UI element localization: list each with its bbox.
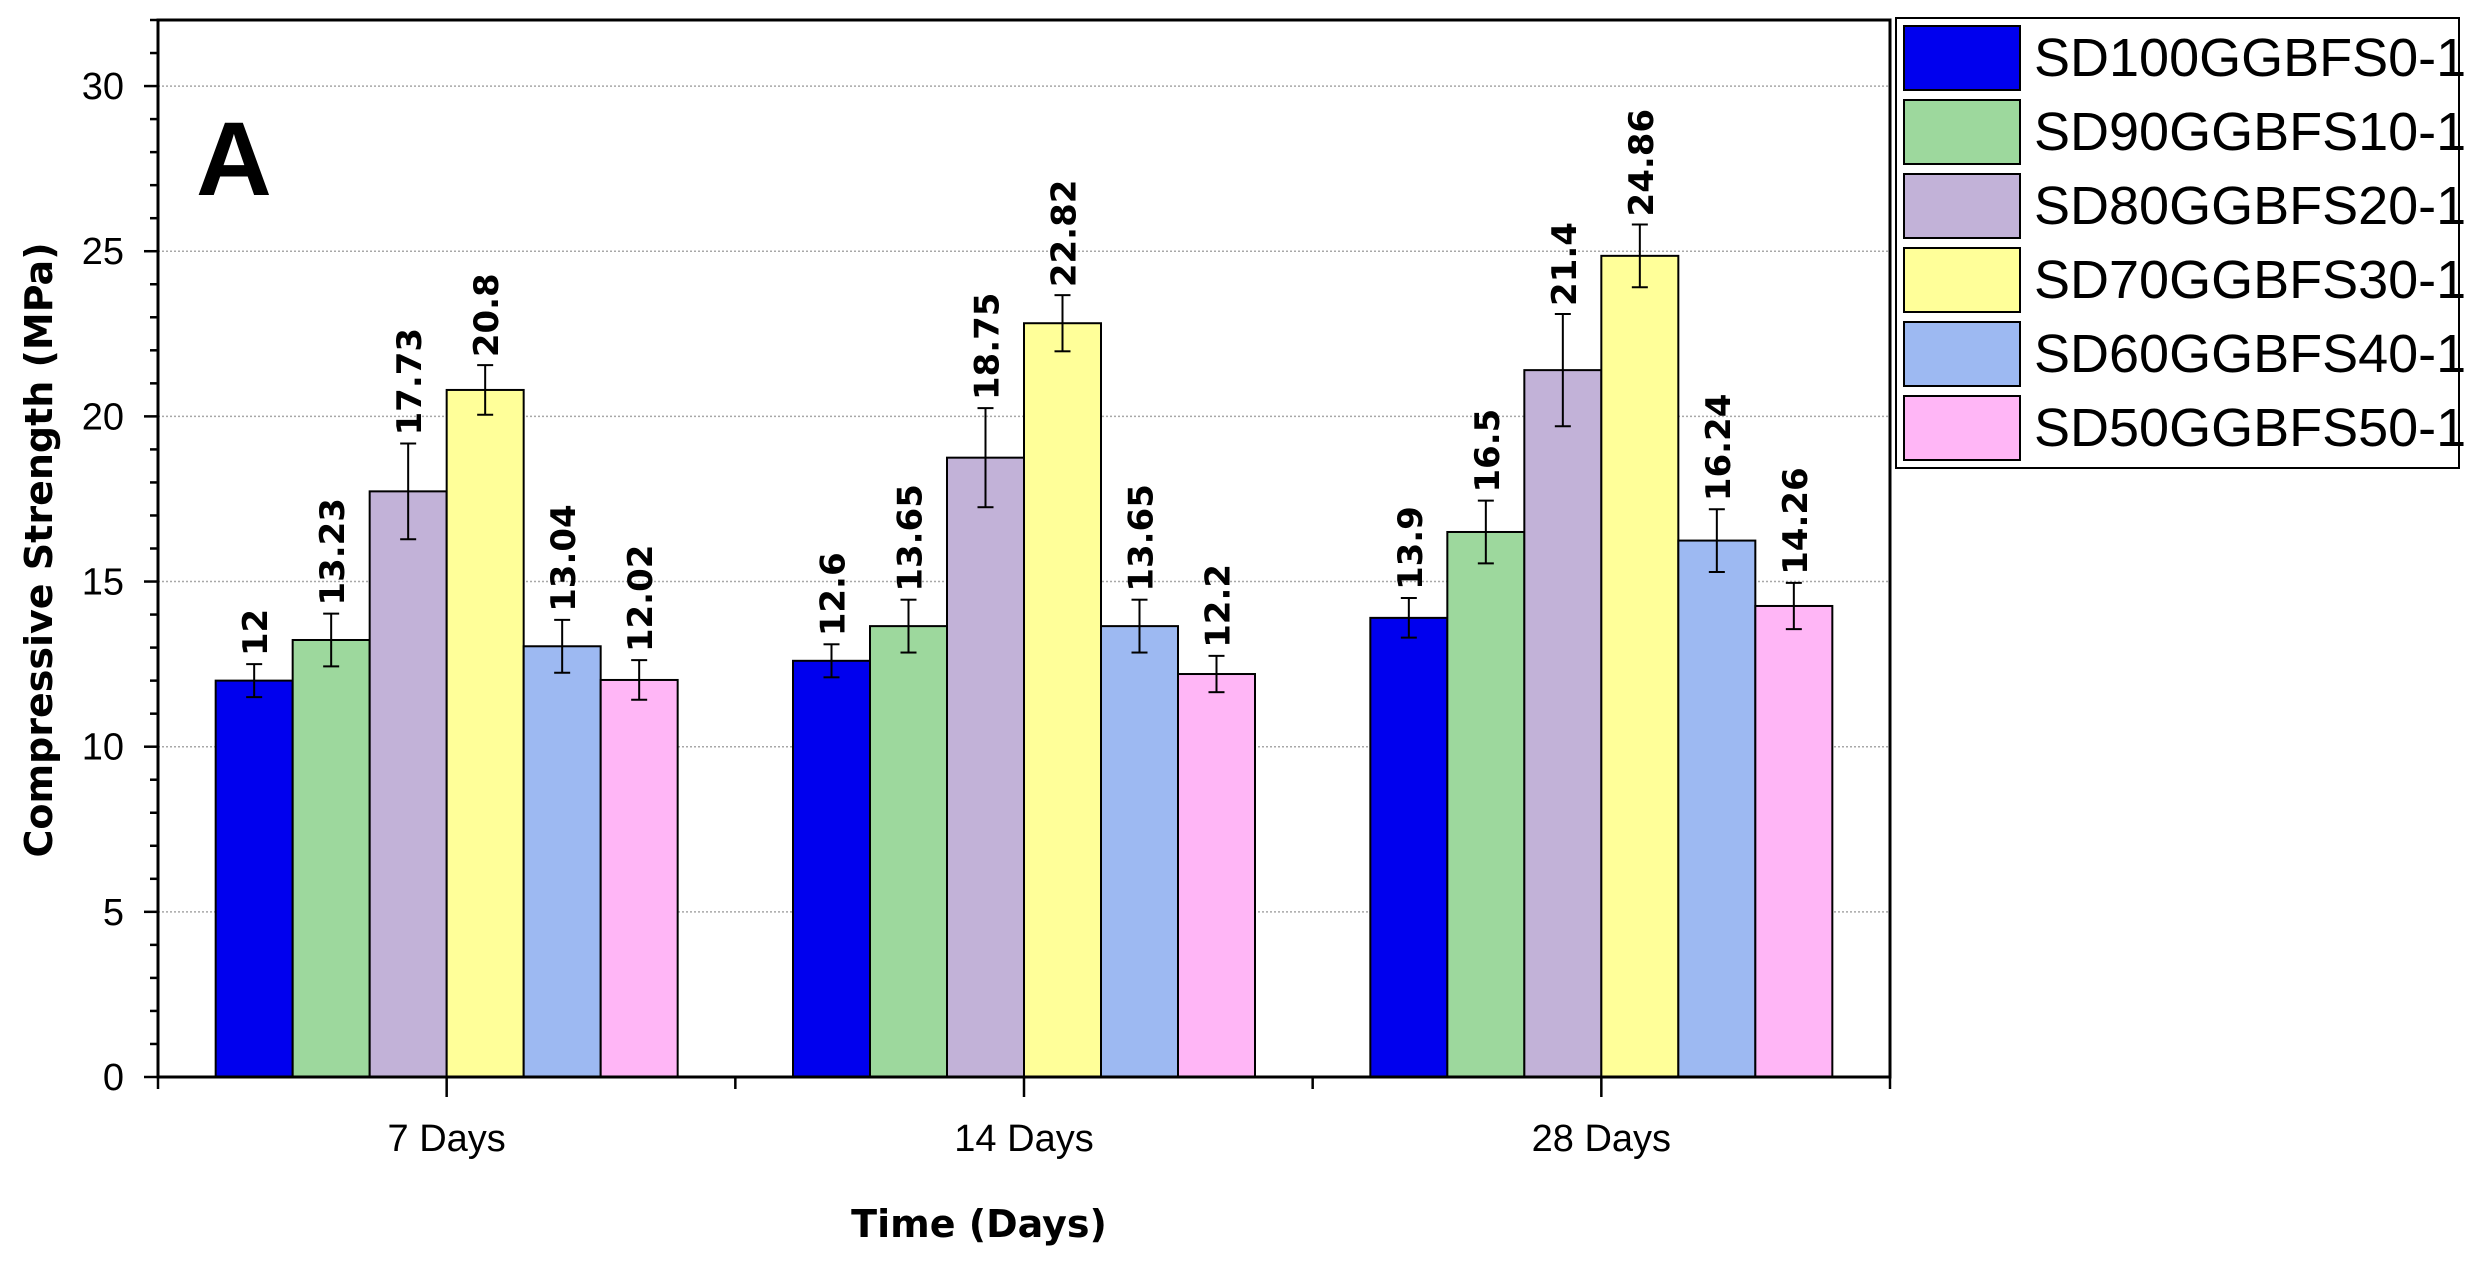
value-label: 13.65 (891, 484, 931, 592)
y-axis-title: Compressive Strength (MPa) (17, 242, 61, 857)
value-label: 17.73 (390, 328, 430, 436)
value-label: 22.82 (1045, 180, 1085, 288)
legend-swatch (1903, 395, 2021, 461)
bar (1600, 254, 1680, 1078)
legend-entry: SD80GGBFS20-1 (2034, 176, 2466, 236)
bar (445, 388, 525, 1078)
value-label: 21.4 (1545, 222, 1585, 306)
value-label: 12 (236, 609, 276, 656)
value-label: 14.26 (1776, 467, 1816, 575)
x-tick-label: 28 Days (1532, 1118, 1671, 1160)
value-label: 24.86 (1622, 109, 1662, 217)
bar (1369, 616, 1449, 1078)
legend-entry: SD100GGBFS0-1 (2034, 28, 2466, 88)
bar (1446, 530, 1526, 1078)
bar (946, 456, 1025, 1078)
bar (1100, 625, 1179, 1078)
legend-swatch (1903, 99, 2021, 165)
bar (1023, 322, 1102, 1078)
legend-swatch (1903, 321, 2021, 387)
x-axis-title: Time (Days) (851, 1202, 1107, 1246)
legend-swatch (1903, 173, 2021, 239)
y-tick-label: 15 (82, 562, 124, 604)
bar (214, 679, 294, 1078)
value-label: 16.5 (1468, 409, 1508, 493)
bar (1523, 369, 1603, 1079)
value-label: 13.9 (1391, 506, 1431, 590)
value-label: 13.04 (544, 504, 584, 612)
value-label: 13.23 (313, 498, 353, 606)
value-label: 18.75 (968, 293, 1008, 401)
y-tick-label: 25 (82, 231, 124, 273)
bar (869, 625, 948, 1078)
legend-entry: SD60GGBFS40-1 (2034, 324, 2466, 384)
bar (792, 659, 871, 1079)
axes: 0 5 10 15 20 25 30 7 Days 14 Days 28 Days (82, 18, 1892, 1160)
panel-label: A (196, 101, 272, 218)
bar (291, 638, 371, 1079)
legend: SD100GGBFS0-1 SD90GGBFS10-1 SD80GGBFS20-1 S… (1895, 17, 2466, 469)
value-label: 12.2 (1199, 564, 1239, 648)
value-label: 20.8 (467, 273, 507, 357)
bar (368, 490, 448, 1078)
value-label: 12.6 (814, 552, 854, 636)
y-tick-label: 30 (82, 66, 124, 108)
y-tick-label: 0 (103, 1057, 124, 1099)
y-tick-label: 10 (82, 727, 124, 769)
y-tick-label: 5 (103, 892, 124, 934)
legend-box (1895, 17, 2460, 469)
legend-entry: SD50GGBFS50-1 (2034, 398, 2466, 458)
value-labels: 12 12.6 13.9 13.23 13.65 16.5 17.73 18.75 21.4 20… (236, 109, 1816, 656)
value-label: 12.02 (621, 545, 661, 653)
x-tick-label: 7 Days (388, 1118, 506, 1160)
y-tick-label: 20 (82, 396, 124, 438)
legend-entry: SD90GGBFS10-1 (2034, 102, 2466, 162)
bars (214, 223, 1834, 1079)
bar (1677, 539, 1757, 1078)
bar (1177, 673, 1256, 1078)
bar (522, 645, 602, 1079)
bar (1754, 604, 1834, 1078)
bar (599, 678, 679, 1078)
legend-swatch (1903, 247, 2021, 313)
value-label: 16.24 (1699, 394, 1739, 502)
value-label: 13.65 (1122, 484, 1162, 592)
legend-swatch (1903, 25, 2021, 91)
legend-entry: SD70GGBFS30-1 (2034, 250, 2466, 310)
x-tick-label: 14 Days (954, 1118, 1093, 1160)
